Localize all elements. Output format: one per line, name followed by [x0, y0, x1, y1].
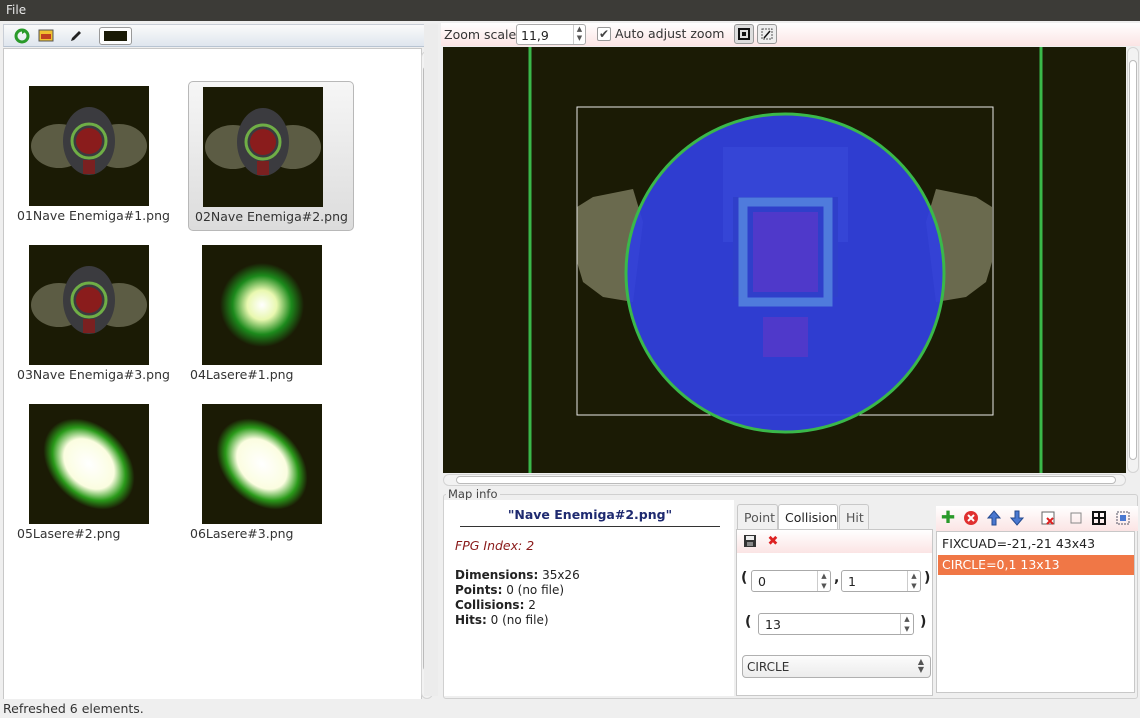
grid-icon[interactable] [1089, 508, 1109, 528]
image-import-icon[interactable] [36, 27, 56, 45]
status-text: Refreshed 6 elements. [3, 701, 144, 716]
thumbnail-caption: 01Nave Enemiga#1.png [17, 208, 170, 223]
thumbnail-item[interactable]: 03Nave Enemiga#3.png [15, 240, 181, 390]
arrow-down-icon[interactable] [1007, 508, 1027, 528]
thumbnail-grid: 01Nave Enemiga#1.png 02Nave Enemiga#2.png… [3, 48, 433, 718]
collision-shape-select[interactable]: CIRCLE ▲ ▼ [742, 655, 931, 678]
color-swatch [104, 31, 127, 41]
map-name: "Nave Enemiga#2.png" [507, 507, 673, 522]
thumbnail-image [203, 87, 323, 207]
add-icon[interactable]: ✚ [940, 508, 956, 528]
map-info-box: "Nave Enemiga#2.png" FPG Index: 2 Dimens… [444, 500, 734, 696]
collision-y-spinner[interactable]: 1 ▲ ▼ [841, 570, 921, 592]
save-icon[interactable] [740, 531, 760, 551]
thumbnail-caption: 06Lasere#3.png [190, 526, 294, 541]
thumbnail-caption: 03Nave Enemiga#3.png [17, 367, 170, 382]
collision-list: FIXCUAD=-21,-21 43x43 CIRCLE=0,1 13x13 [936, 531, 1135, 693]
zoom-scale-label: Zoom scale: [444, 27, 521, 42]
tab-collision[interactable]: Collision [778, 504, 838, 530]
close-paren: ) [920, 614, 927, 630]
thumbnail-caption: 05Lasere#2.png [17, 526, 121, 541]
zoom-scale-value: 11,9 [521, 28, 549, 43]
spinner-arrows-icon[interactable]: ▲ ▼ [907, 571, 920, 591]
auto-adjust-zoom-label: Auto adjust zoom [615, 26, 725, 41]
file-browser-panel: 01Nave Enemiga#1.png 02Nave Enemiga#2.png… [3, 24, 434, 718]
zoom-toolbar: Zoom scale: 11,9 ▲ ▼ ✔ Auto adjust zoom [441, 23, 1140, 46]
thumbnail-item[interactable]: 01Nave Enemiga#1.png [15, 81, 181, 231]
browser-toolbar [3, 24, 434, 47]
points-line: Points: 0 (no file) [455, 583, 565, 597]
dimensions-line: Dimensions: 35x26 [455, 568, 580, 582]
canvas-hscrollbar[interactable] [443, 474, 1126, 486]
thumbnail-image [202, 404, 322, 524]
fpg-index: FPG Index: 2 [455, 538, 535, 553]
dotted-select-icon[interactable] [1113, 508, 1133, 528]
thumbnail-item[interactable]: 04Lasere#1.png [188, 240, 354, 390]
map-info-title: Map info [446, 487, 500, 501]
collision-list-item[interactable]: FIXCUAD=-21,-21 43x43 [942, 536, 1096, 551]
remove-circle-icon[interactable] [961, 508, 981, 528]
open-paren: ( [745, 614, 752, 630]
close-paren: ) [924, 570, 931, 586]
thumbnail-image [29, 245, 149, 365]
map-info-group [443, 494, 1138, 699]
collision-radius-spinner[interactable]: 13 ▲ ▼ [758, 613, 914, 635]
collision-tab-panel: ✖ ( 0 ▲ ▼ , 1 ▲ ▼ ) ( 13 ▲ ▼ ) CIRCLE ▲ ▼ [736, 529, 933, 696]
collision-x-value: 0 [758, 574, 766, 589]
collisions-line: Collisions: 2 [455, 598, 536, 612]
thumbnail-image [29, 404, 149, 524]
color-picker-button[interactable] [99, 27, 132, 45]
collision-radius-value: 13 [765, 617, 781, 632]
canvas-hscroll-thumb[interactable] [456, 476, 1116, 484]
empty-square-icon[interactable] [1066, 508, 1086, 528]
hits-line: Hits: 0 (no file) [455, 613, 549, 627]
collision-shape-value: CIRCLE [747, 660, 790, 674]
thumbnail-image [202, 245, 322, 365]
ship-body [723, 147, 848, 357]
canvas-vscroll-thumb[interactable] [1129, 60, 1137, 460]
arrow-up-icon[interactable] [984, 508, 1004, 528]
name-divider [460, 526, 720, 527]
fit-view-button[interactable] [734, 24, 754, 44]
collision-list-item[interactable]: CIRCLE=0,1 13x13 [938, 555, 1134, 575]
collision-editor-toolbar: ✖ [737, 530, 932, 553]
tab-hit[interactable]: Hit [839, 504, 869, 529]
spinner-arrows-icon[interactable]: ▲ ▼ [817, 571, 830, 591]
sprite-canvas[interactable] [443, 47, 1126, 473]
canvas-vscrollbar[interactable] [1127, 47, 1139, 473]
collision-y-value: 1 [848, 574, 856, 589]
status-bar: Refreshed 6 elements. [0, 699, 1140, 718]
spinner-arrows-icon[interactable]: ▲ ▼ [900, 614, 913, 634]
open-paren: ( [741, 570, 748, 586]
sprite-preview [528, 47, 1043, 473]
thumbnail-item[interactable]: 02Nave Enemiga#2.png [188, 81, 354, 231]
thumbnail-image [29, 86, 149, 206]
checkbox-check-icon[interactable]: ✔ [597, 26, 611, 41]
thumbnail-caption: 02Nave Enemiga#2.png [195, 209, 348, 224]
thumbnail-item[interactable]: 06Lasere#3.png [188, 399, 354, 549]
collision-x-spinner[interactable]: 0 ▲ ▼ [751, 570, 831, 592]
editor-tabs: Point Collision Hit [736, 504, 932, 530]
zoom-scale-spinner[interactable]: 11,9 ▲ ▼ [516, 24, 586, 45]
menubar: File [0, 0, 1140, 21]
menu-file[interactable]: File [6, 3, 27, 17]
edit-view-button[interactable] [757, 24, 777, 44]
panel-splitter[interactable] [424, 24, 438, 696]
comma: , [834, 570, 840, 586]
tab-point[interactable]: Point [737, 504, 778, 529]
delete-x-icon[interactable]: ✖ [767, 533, 779, 549]
auto-adjust-zoom-checkbox[interactable]: ✔ Auto adjust zoom [597, 26, 724, 41]
thumbnail-caption: 04Lasere#1.png [190, 367, 294, 382]
refresh-icon[interactable] [12, 27, 32, 45]
collision-list-toolbar: ✚ [936, 506, 1138, 531]
collision-circle-outline [624, 112, 946, 434]
spinner-arrows-icon[interactable]: ▲ ▼ [573, 25, 585, 44]
thumbnail-item[interactable]: 05Lasere#2.png [15, 399, 181, 549]
pencil-icon[interactable] [66, 27, 86, 45]
select-arrows-icon: ▲ ▼ [917, 657, 924, 674]
clear-list-icon[interactable] [1038, 508, 1058, 528]
